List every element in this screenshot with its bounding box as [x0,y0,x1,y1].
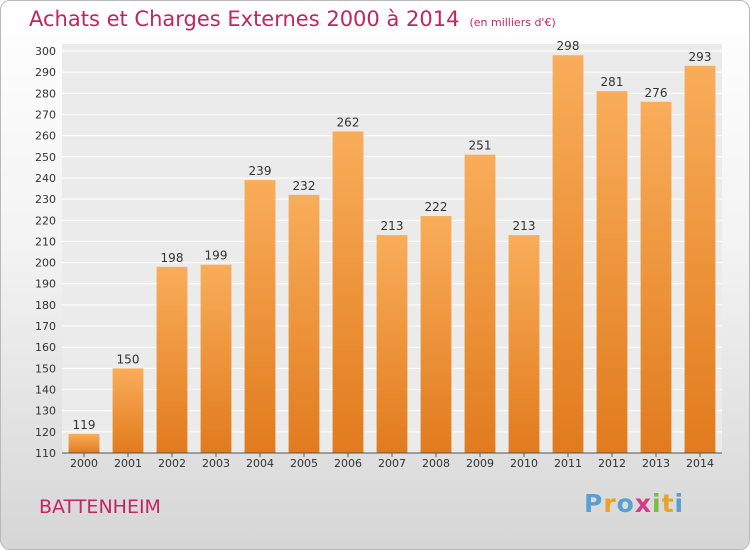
logo-letter: i [674,489,685,518]
y-tick-label: 260 [35,130,56,143]
logo-letter: x [634,489,652,518]
x-tick-label: 2008 [422,457,450,470]
bar-value-label: 298 [557,39,580,53]
bar-value-label: 232 [293,179,316,193]
y-tick-label: 140 [35,384,56,397]
logo-letter: o [616,489,635,518]
x-tick-label: 2014 [686,457,714,470]
x-tick-label: 2009 [466,457,494,470]
bar [68,433,100,453]
y-tick-label: 160 [35,341,56,354]
bar [112,368,144,453]
x-tick-label: 2005 [290,457,318,470]
bar [552,55,584,454]
bar [244,180,276,453]
y-axis-ticks: 110 120 130 140 150 160 170 180 190 200 210 220 230 2… [35,45,56,460]
logo-letter: t [661,489,675,518]
y-tick-label: 180 [35,299,56,312]
x-tick-label: 2002 [158,457,186,470]
y-tick-label: 270 [35,108,56,121]
bar-value-label: 199 [205,249,228,263]
y-tick-label: 150 [35,362,56,375]
bar-value-labels: 119 150 198 199 239 232 262 213 222 251 213 298 281 2… [73,39,712,432]
bar [420,216,452,453]
bar [200,264,232,453]
y-tick-label: 200 [35,257,56,270]
y-tick-label: 280 [35,87,56,100]
y-tick-label: 130 [35,405,56,418]
y-tick-label: 240 [35,172,56,185]
y-tick-label: 120 [35,426,56,439]
y-tick-label: 250 [35,151,56,164]
x-tick-label: 2000 [70,457,98,470]
x-tick-label: 2011 [554,457,582,470]
bar [376,235,408,453]
bar-value-label: 150 [117,352,140,366]
x-tick-label: 2007 [378,457,406,470]
bar-value-label: 276 [645,86,668,100]
title-text: Achats et Charges Externes 2000 à 2014 [29,7,460,31]
y-tick-label: 220 [35,214,56,227]
bar-value-label: 222 [425,200,448,214]
y-tick-label: 190 [35,278,56,291]
bar [684,65,716,454]
bar-value-label: 213 [381,219,404,233]
bar [508,235,540,453]
bar-value-label: 262 [337,115,360,129]
x-tick-label: 2013 [642,457,670,470]
bar-value-label: 281 [601,75,624,89]
y-tick-label: 170 [35,320,56,333]
bar [640,101,672,454]
y-tick-label: 300 [35,45,56,58]
bars [68,55,716,454]
y-tick-label: 210 [35,235,56,248]
bar-value-label: 239 [249,164,272,178]
bar-value-label: 213 [513,219,536,233]
y-tick-label: 230 [35,193,56,206]
bar-value-label: 293 [689,50,712,64]
x-tick-label: 2010 [510,457,538,470]
bar [596,91,628,453]
y-tick-label: 290 [35,66,56,79]
proxiti-logo[interactable]: Proxiti [584,489,684,518]
bar [156,266,188,453]
bar-value-label: 251 [469,139,492,153]
logo-letter: P [584,489,604,518]
bar-value-label: 119 [73,418,96,432]
y-tick-label: 110 [35,447,56,460]
x-axis-ticks: 2000 2001 2002 2003 2004 2005 2006 2007 2008 2009… [62,452,722,470]
bar [464,154,496,453]
x-tick-label: 2004 [246,457,274,470]
x-tick-label: 2001 [114,457,142,470]
x-tick-label: 2006 [334,457,362,470]
unit-text: (en milliers d'€) [469,16,556,29]
logo-letter: i [652,489,662,518]
bar-value-label: 198 [161,251,184,265]
chart-title: Achats et Charges Externes 2000 à 2014 (e… [29,7,556,31]
bar [288,194,320,453]
bar [332,131,364,453]
x-tick-label: 2003 [202,457,230,470]
x-tick-label: 2012 [598,457,626,470]
logo-letter: r [603,489,617,518]
city-name: BATTENHEIM [39,496,161,518]
